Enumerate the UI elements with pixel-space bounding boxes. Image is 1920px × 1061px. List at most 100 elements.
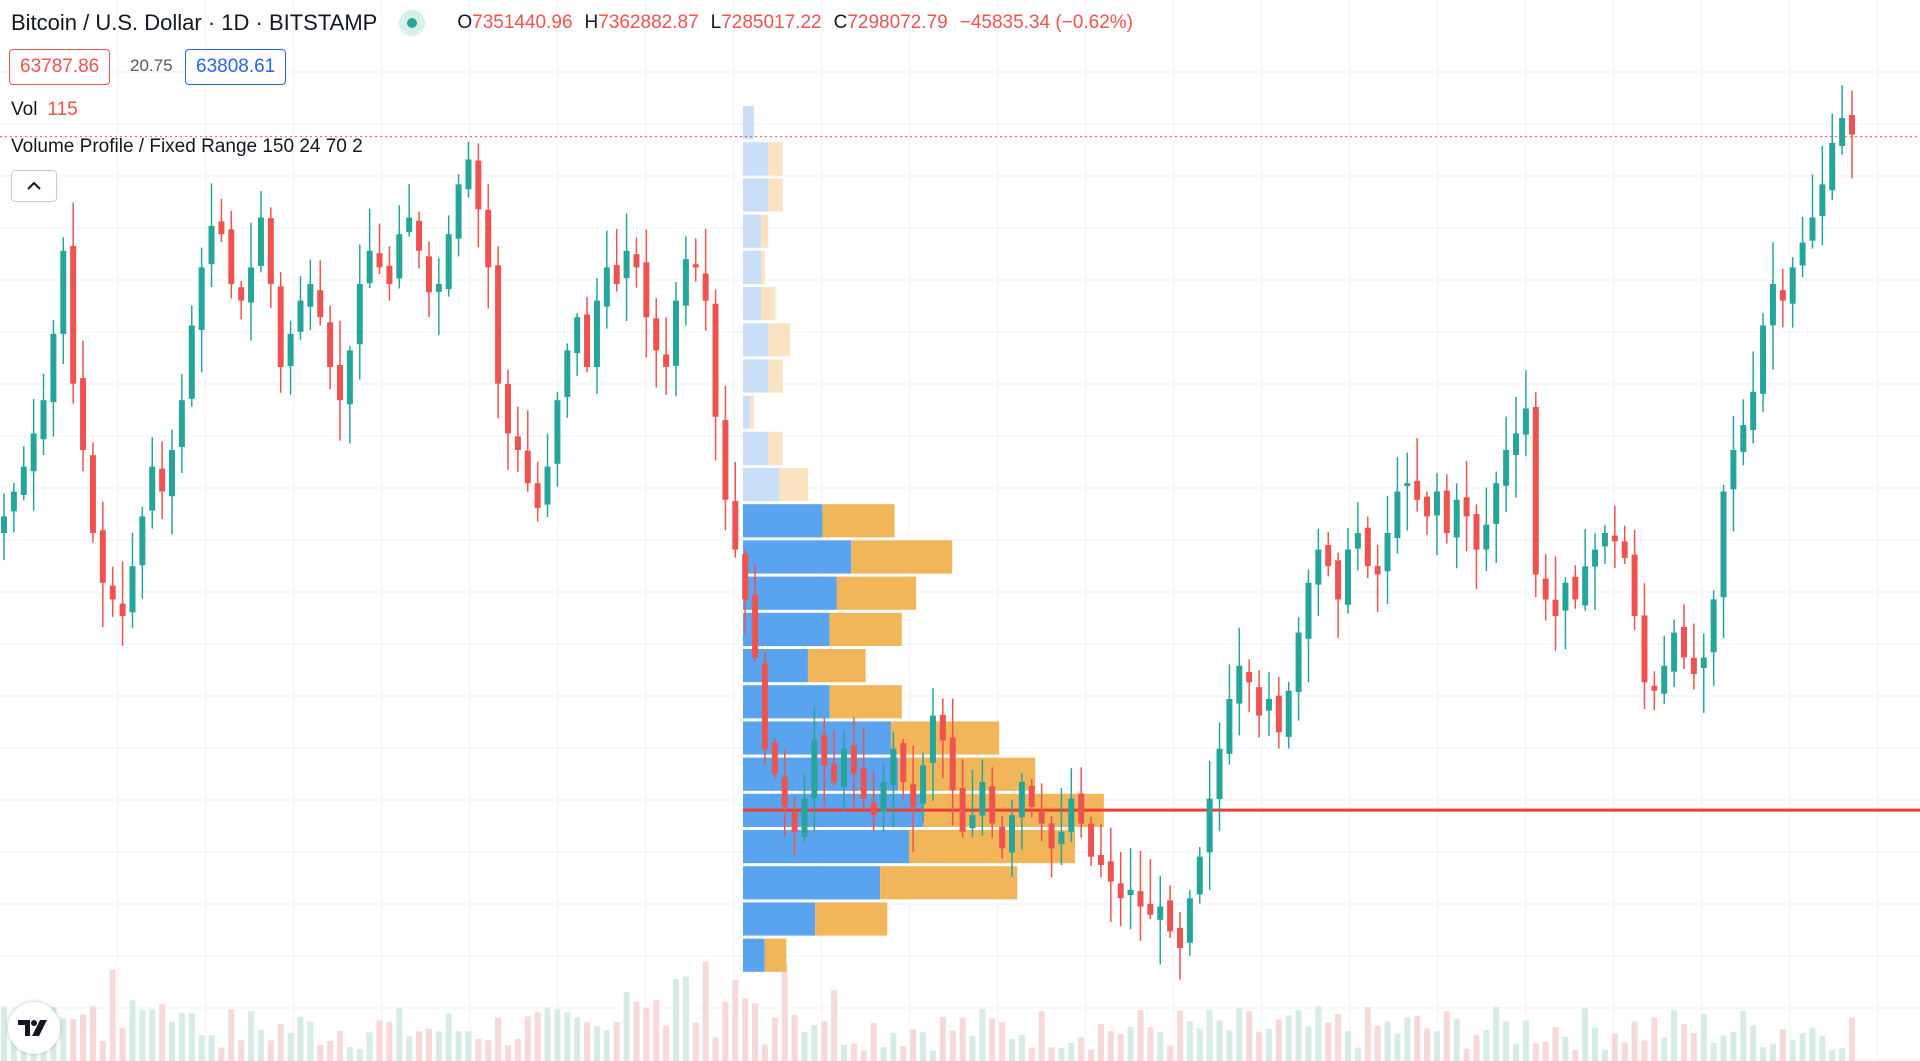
- volume-bar: [781, 963, 788, 1061]
- volume-bar: [1542, 1041, 1549, 1061]
- volume-bar: [1364, 1007, 1371, 1061]
- candle-body: [1285, 690, 1292, 737]
- candle-body: [1493, 483, 1500, 524]
- volume-bar: [1038, 1011, 1045, 1061]
- candle-body: [1819, 184, 1826, 217]
- volume-profile-down-row: [761, 214, 769, 248]
- candle-body: [1345, 549, 1351, 605]
- volume-profile-up-row: [743, 178, 769, 212]
- volume-bar: [1256, 1032, 1263, 1061]
- volume-bar: [89, 1006, 96, 1061]
- candle-body: [761, 663, 768, 749]
- volume-profile-up-row: [743, 250, 762, 284]
- candle-body: [1809, 217, 1816, 241]
- candle-body: [1107, 861, 1114, 882]
- candle-body: [1839, 118, 1846, 146]
- volume-profile-up-row: [743, 685, 830, 719]
- candle-body: [1424, 496, 1431, 517]
- sell-price-button[interactable]: 63787.86: [9, 49, 111, 85]
- volume-bar: [564, 1012, 571, 1061]
- volume-bar: [1384, 1021, 1391, 1061]
- tradingview-logo[interactable]: [8, 1002, 60, 1054]
- symbol-title[interactable]: Bitcoin / U.S. Dollar · 1D · BITSTAMP: [11, 10, 378, 35]
- candle-body: [999, 826, 1006, 849]
- volume-profile-up-row: [743, 359, 769, 393]
- candle-body: [1463, 497, 1470, 517]
- candle-body: [1384, 533, 1391, 572]
- volume-bar: [218, 1047, 225, 1061]
- open-label: O: [457, 12, 473, 33]
- volume-bar: [791, 1014, 798, 1061]
- candle-body: [1681, 626, 1687, 658]
- candle-body: [1750, 391, 1757, 431]
- candle-body: [969, 815, 976, 829]
- volume-bar: [208, 1035, 215, 1061]
- volume-bar: [1018, 1034, 1025, 1061]
- volume-bar: [1414, 1015, 1421, 1061]
- volume-bar: [1631, 1021, 1638, 1061]
- candle-body: [574, 317, 581, 354]
- volume-bar: [722, 1001, 729, 1061]
- volume-legend[interactable]: Vol 115: [11, 99, 78, 121]
- candle-body: [1088, 823, 1095, 857]
- volume-bar: [1206, 1010, 1213, 1061]
- volume-bar: [1433, 1031, 1440, 1061]
- candle-body: [30, 433, 37, 472]
- candle-body: [1513, 433, 1519, 455]
- volume-bar: [890, 1032, 897, 1061]
- volume-bar: [495, 1017, 502, 1061]
- volume-bar: [248, 1011, 255, 1061]
- volume-bar: [1, 1006, 7, 1061]
- volume-bar: [1305, 1026, 1312, 1061]
- candle-body: [1651, 685, 1658, 691]
- candle-body: [1592, 549, 1599, 567]
- candle-body: [1009, 815, 1015, 853]
- collapse-legend-button[interactable]: [11, 170, 57, 202]
- volume-bar: [1690, 1033, 1697, 1061]
- volume-bar: [979, 1009, 986, 1061]
- volume-bar: [1552, 1027, 1559, 1061]
- volume-bar: [425, 1028, 432, 1061]
- volume-profile-legend[interactable]: Volume Profile / Fixed Range 150 24 70 2: [11, 136, 363, 157]
- volume-bar: [99, 1041, 106, 1061]
- candle-body: [1562, 582, 1569, 611]
- candle-body: [307, 284, 314, 307]
- candle-body: [653, 318, 660, 351]
- volume-bar: [70, 1019, 77, 1061]
- candle-body: [1226, 699, 1233, 754]
- volume-bar: [1503, 1021, 1510, 1061]
- volume-bar: [10, 1036, 17, 1061]
- volume-bar: [1453, 1018, 1460, 1061]
- candle-body: [633, 254, 640, 268]
- candle-body: [1364, 527, 1371, 567]
- volume-bar: [702, 961, 709, 1061]
- candle-body: [366, 250, 373, 284]
- volume-bar: [1127, 1026, 1134, 1061]
- volume-bar: [119, 1027, 126, 1061]
- candle-body: [50, 333, 57, 403]
- volume-bar: [1177, 1010, 1183, 1061]
- candle-body: [1058, 831, 1065, 845]
- volume-bar: [228, 1009, 235, 1061]
- candle-body: [1621, 541, 1628, 558]
- candle-body: [603, 267, 610, 307]
- volume-bar: [752, 1003, 759, 1061]
- candle-body: [1295, 632, 1302, 692]
- candle-body: [109, 585, 116, 600]
- candle-body: [1196, 856, 1203, 895]
- candle-body: [554, 400, 561, 464]
- volume-bar: [999, 1022, 1006, 1061]
- volume-bar: [534, 1012, 541, 1061]
- volume-bar: [366, 1032, 373, 1061]
- candle-body: [485, 209, 492, 268]
- candle-body: [860, 767, 867, 799]
- volume-bar: [969, 1035, 976, 1061]
- candle-body: [70, 245, 77, 384]
- volume-profile: [743, 106, 1920, 972]
- candle-body: [752, 594, 759, 658]
- buy-price-button[interactable]: 63808.61: [185, 49, 287, 85]
- candle-body: [1018, 782, 1025, 818]
- candle-body: [80, 378, 87, 450]
- volume-bar: [109, 969, 116, 1061]
